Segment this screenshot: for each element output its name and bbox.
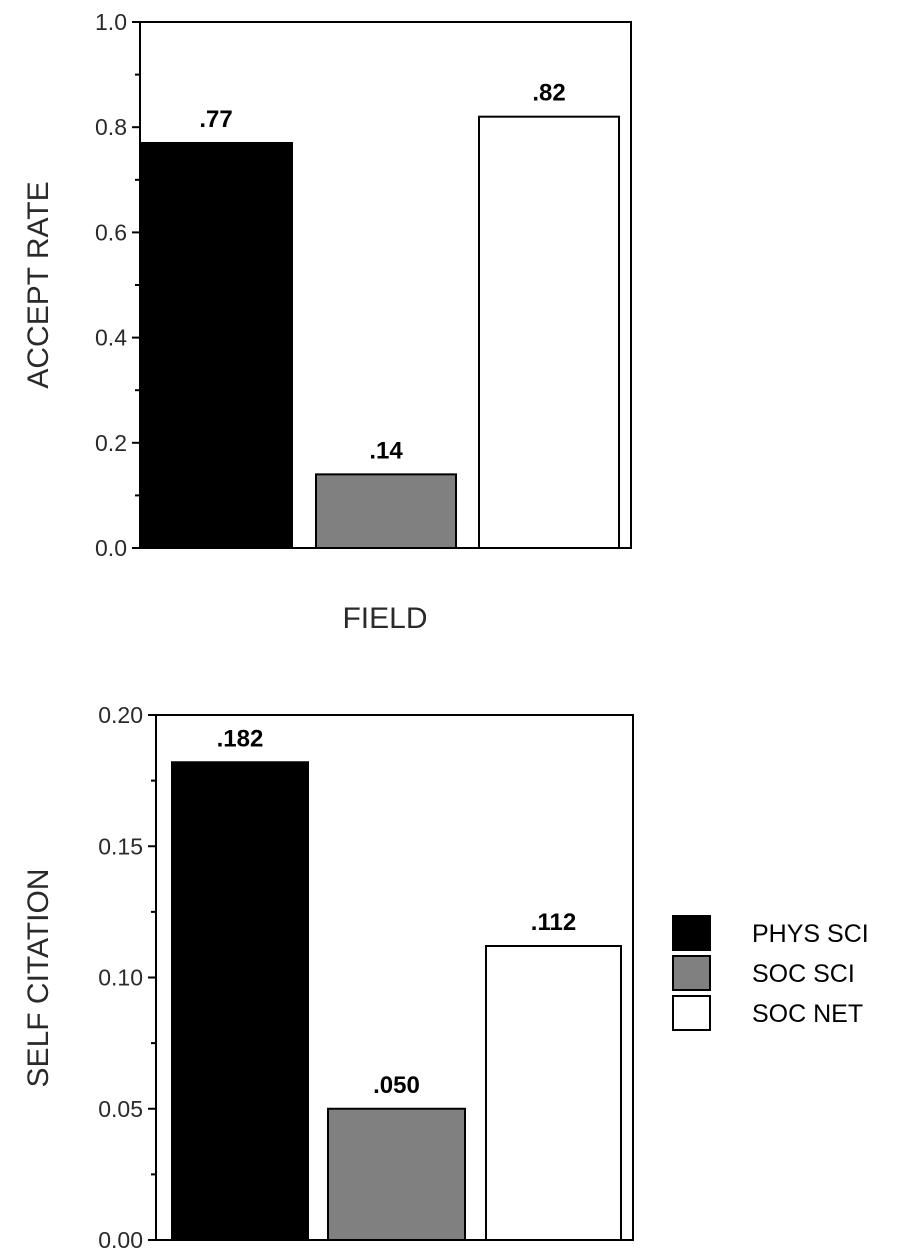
legend-swatch-phys-sci [672, 915, 711, 951]
accept-rate-chart: 0.0 0.2 0.4 0.6 0.8 1.0 .77 .14 .82 ACCEPT RATE… [22, 9, 632, 635]
legend-swatch-soc-sci [672, 955, 711, 991]
self-citation-bar-soc-sci [327, 1107, 466, 1241]
accept-rate-data-labels: .77 .14 .82 [199, 80, 565, 465]
accept-rate-y-tick-label: 1.0 [95, 9, 127, 35]
accept-rate-y-ticks: 0.0 0.2 0.4 0.6 0.8 1.0 [95, 9, 140, 561]
accept-rate-bar-phys-sci [139, 141, 293, 549]
accept-rate-plot-frame [139, 21, 632, 549]
accept-rate-bar-soc-net [478, 115, 620, 550]
accept-rate-y-axis-title: ACCEPT RATE [22, 181, 55, 388]
legend: PHYS SCI SOC SCI SOC NET [672, 915, 869, 1031]
accept-rate-y-tick-label: 0.6 [95, 219, 127, 245]
self-citation-value-label-phys-sci: .182 [217, 725, 264, 752]
self-citation-bar-phys-sci [171, 761, 309, 1241]
self-citation-y-tick-label: 0.05 [98, 1096, 143, 1122]
accept-rate-y-tick-label: 0.8 [95, 114, 127, 140]
self-citation-value-label-soc-net: .112 [531, 909, 576, 936]
legend-label-soc-net: SOC NET [752, 1000, 863, 1028]
legend-label-phys-sci: PHYS SCI [752, 920, 869, 948]
self-citation-value-label-soc-sci: .050 [373, 1072, 420, 1099]
accept-rate-y-tick-label: 0.2 [95, 430, 127, 456]
self-citation-y-tick-label: 0.15 [98, 833, 143, 859]
self-citation-bars [171, 761, 622, 1241]
self-citation-y-tick-label: 0.00 [98, 1227, 143, 1253]
self-citation-y-axis-title: SELF CITATION [22, 869, 55, 1088]
self-citation-plot-frame [155, 714, 634, 1241]
self-citation-y-tick-label: 0.20 [98, 702, 143, 728]
accept-rate-y-tick-label: 0.4 [95, 325, 127, 351]
self-citation-chart: 0.00 0.05 0.10 0.15 0.20 .182 .050 .112 SELF C… [22, 702, 634, 1253]
self-citation-bar-soc-net [485, 945, 622, 1241]
accept-rate-value-label-soc-sci: .14 [369, 437, 403, 464]
accept-rate-x-axis-title: FIELD [342, 602, 427, 635]
self-citation-y-tick-label: 0.10 [98, 965, 143, 991]
accept-rate-value-label-phys-sci: .77 [199, 106, 232, 133]
accept-rate-value-label-soc-net: .82 [532, 80, 565, 107]
accept-rate-y-tick-label: 0.0 [95, 535, 127, 561]
accept-rate-bar-soc-sci [315, 473, 457, 549]
accept-rate-bars [139, 115, 620, 550]
self-citation-data-labels: .182 .050 .112 [217, 725, 577, 1099]
legend-label-soc-sci: SOC SCI [752, 960, 855, 988]
self-citation-y-ticks: 0.00 0.05 0.10 0.15 0.20 [98, 702, 156, 1253]
legend-swatch-soc-net [672, 995, 711, 1031]
